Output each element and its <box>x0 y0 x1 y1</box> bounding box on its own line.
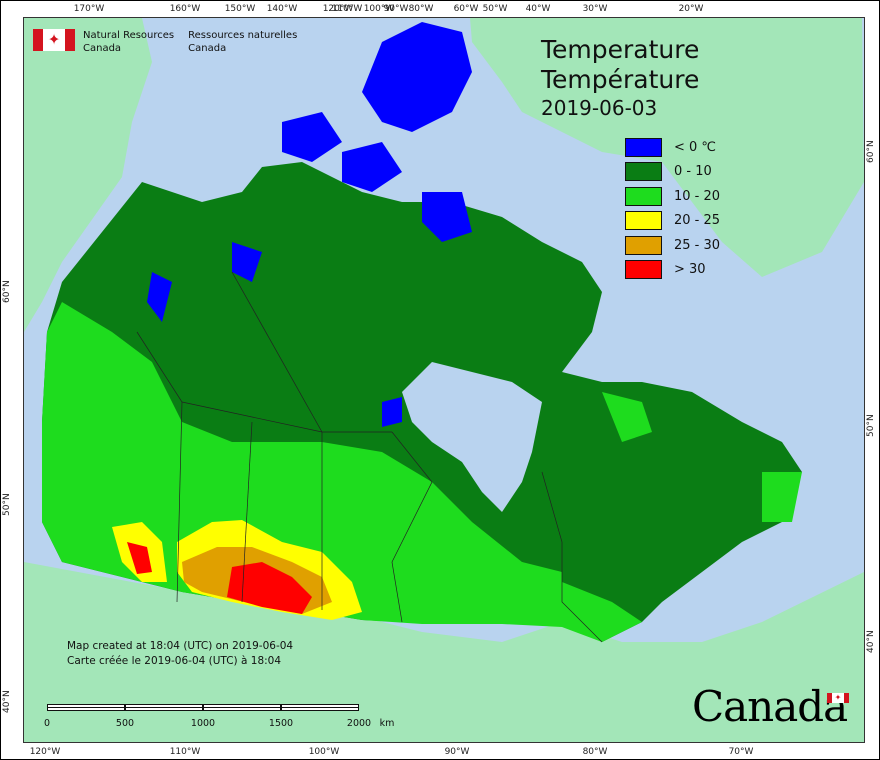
legend-label: 20 - 25 <box>674 213 721 229</box>
legend-item: 25 - 30 <box>625 233 720 258</box>
lon-tick-bottom: 80°W <box>582 747 608 757</box>
agency-fr-line1: Ressources naturelles <box>188 30 298 41</box>
credit-en: Map created at 18:04 (UTC) on 2019-06-04 <box>67 640 294 652</box>
lat-tick-left: 50°N <box>2 493 12 516</box>
lon-tick-bottom: 120°W <box>29 747 61 757</box>
legend: < 0 ℃ 0 - 10 10 - 20 20 - 25 25 - 30 > 3… <box>625 135 720 282</box>
hudson-bay <box>402 362 542 512</box>
canada-wordmark: Canada <box>692 682 848 731</box>
agency-logo: ✦ Natural Resources Canada Ressources na… <box>33 29 297 55</box>
map-date: 2019-06-03 <box>541 96 658 120</box>
legend-item: 0 - 10 <box>625 160 720 185</box>
cold-zone <box>147 22 472 427</box>
legend-item: 10 - 20 <box>625 184 720 209</box>
lat-tick-right: 60°N <box>866 140 876 163</box>
lon-tick-top: 80°W <box>408 4 434 14</box>
legend-swatch <box>625 211 662 231</box>
lon-tick-bottom: 110°W <box>169 747 201 757</box>
lon-tick-top: 50°W <box>482 4 508 14</box>
legend-label: 25 - 30 <box>674 237 721 253</box>
legend-swatch <box>625 137 662 157</box>
scale-label: 1500 <box>268 718 294 729</box>
lon-tick-top: 40°W <box>525 4 551 14</box>
lon-tick-top: 90°W <box>383 4 409 14</box>
light-green-east <box>522 392 802 602</box>
map-credits: Map created at 18:04 (UTC) on 2019-06-04… <box>67 639 293 669</box>
legend-swatch <box>625 260 662 280</box>
agency-name-fr: Ressources naturelles Canada <box>188 29 297 55</box>
legend-item: 20 - 25 <box>625 209 720 234</box>
legend-label: 10 - 20 <box>674 188 721 204</box>
lon-tick-top: 60°W <box>453 4 479 14</box>
lon-tick-top: 20°W <box>678 4 704 14</box>
scale-unit: km <box>379 718 395 729</box>
lon-tick-top: 120°W <box>322 4 354 14</box>
agency-en-line2: Canada <box>83 43 122 54</box>
credit-fr: Carte créée le 2019-06-04 (UTC) à 18:04 <box>67 655 282 667</box>
title-fr: Température <box>541 65 700 94</box>
lat-tick-right: 50°N <box>866 414 876 437</box>
lon-tick-bottom: 70°W <box>728 747 754 757</box>
lon-tick-top: 100°W <box>363 4 395 14</box>
lon-tick-top: 110°W <box>331 4 363 14</box>
legend-label: > 30 <box>674 262 706 278</box>
lat-tick-right: 40°N <box>866 630 876 653</box>
hot-zone <box>227 562 312 614</box>
agency-fr-line2: Canada <box>188 43 227 54</box>
province-borders <box>136 271 603 643</box>
lon-tick-bottom: 100°W <box>308 747 340 757</box>
agency-en-line1: Natural Resources <box>83 30 175 41</box>
usa-land <box>24 562 864 742</box>
legend-label: < 0 ℃ <box>674 139 717 155</box>
scale-label: 1000 <box>190 718 216 729</box>
legend-swatch <box>625 235 662 255</box>
canada-flag-icon: ✦ <box>33 29 75 51</box>
bc-red-patches <box>127 542 152 574</box>
lon-tick-top: 30°W <box>582 4 608 14</box>
agency-name-en: Natural Resources Canada <box>83 29 174 55</box>
lon-tick-top: 140°W <box>266 4 298 14</box>
greenland-land <box>470 18 864 277</box>
map-canvas <box>24 18 864 742</box>
legend-label: 0 - 10 <box>674 164 712 180</box>
lon-tick-top: 150°W <box>224 4 256 14</box>
wordmark-flag-icon: ✦ <box>827 693 849 703</box>
lat-tick-left: 60°N <box>2 280 12 303</box>
lon-tick-top: 160°W <box>169 4 201 14</box>
alaska-land <box>24 18 152 332</box>
lon-tick-bottom: 90°W <box>444 747 470 757</box>
legend-swatch <box>625 186 662 206</box>
legend-item: > 30 <box>625 258 720 283</box>
legend-item: < 0 ℃ <box>625 135 720 160</box>
legend-swatch <box>625 162 662 182</box>
lat-tick-left: 40°N <box>2 690 12 713</box>
scale-label: 2000 <box>346 718 372 729</box>
scale-label: 500 <box>115 718 135 729</box>
temperature-map <box>23 17 865 743</box>
title-en: Temperature <box>541 35 700 64</box>
lon-tick-top: 170°W <box>73 4 105 14</box>
scale-label: 0 <box>43 718 51 729</box>
map-title: Temperature Température 2019-06-03 <box>541 35 699 121</box>
